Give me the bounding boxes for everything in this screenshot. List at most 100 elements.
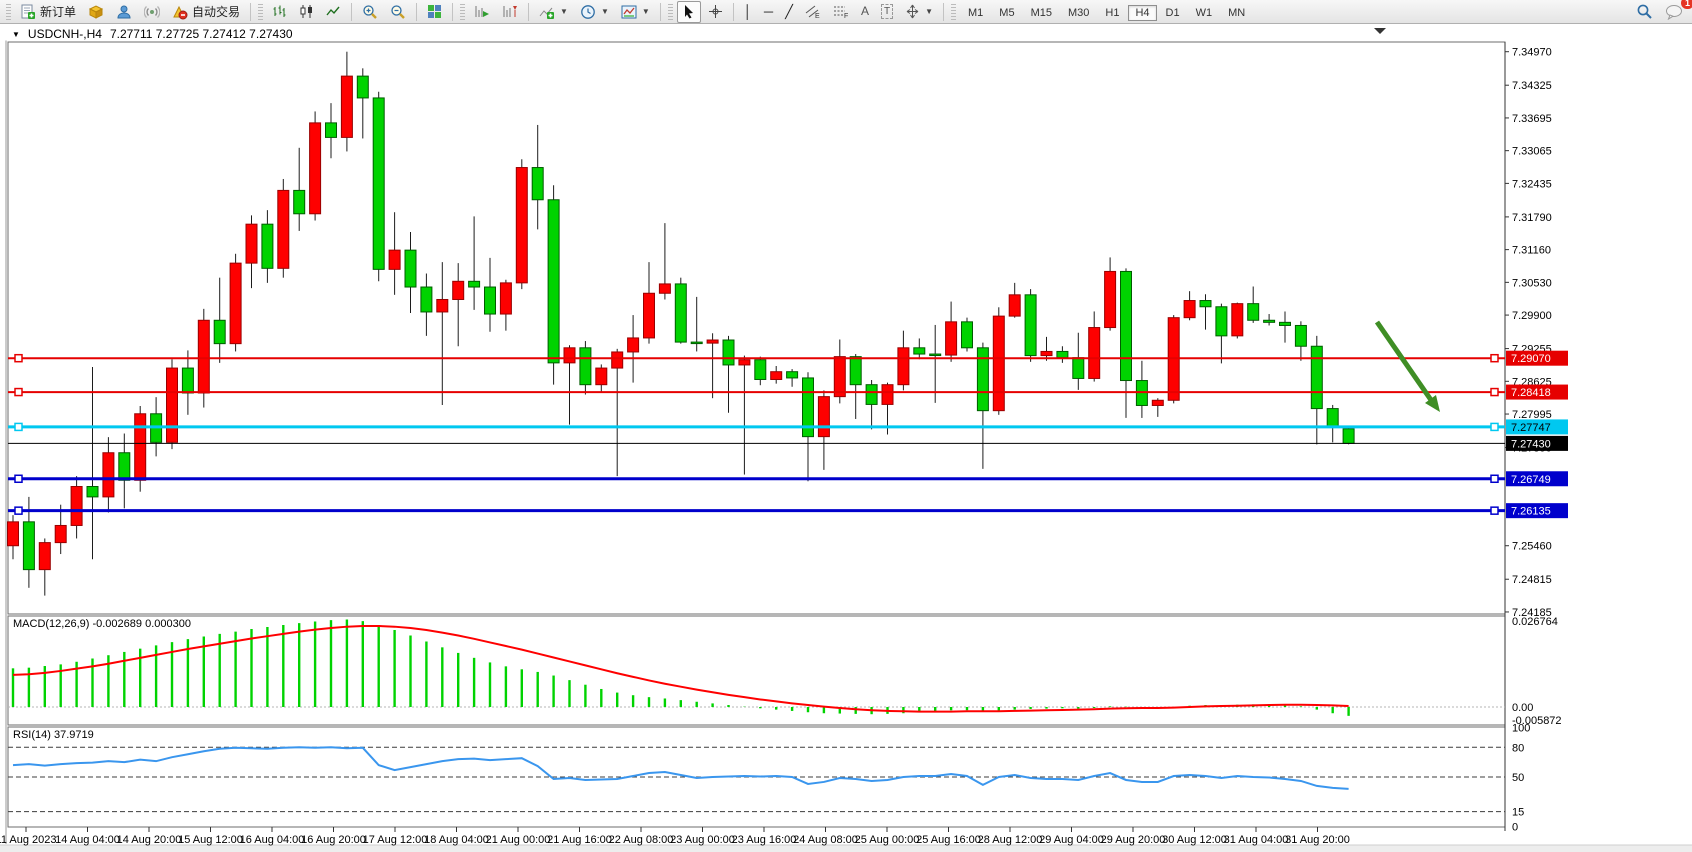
line-handle[interactable] xyxy=(1490,353,1499,363)
candle-bearish[interactable] xyxy=(674,283,687,343)
candle-bearish[interactable] xyxy=(690,341,703,345)
candle-bearish[interactable] xyxy=(849,356,862,386)
fibonacci-tool[interactable]: F xyxy=(828,1,854,23)
timeframe-m15[interactable]: M15 xyxy=(1030,6,1052,19)
candle-bearish[interactable] xyxy=(22,521,35,571)
candle-bullish[interactable] xyxy=(817,396,830,438)
line-handle[interactable] xyxy=(14,506,23,515)
crosshair-button[interactable] xyxy=(703,1,728,23)
candle-bullish[interactable] xyxy=(229,262,242,345)
price-pane[interactable] xyxy=(7,41,1506,615)
candle-bearish[interactable] xyxy=(865,384,878,405)
candle-bullish[interactable] xyxy=(627,337,640,353)
candle-bearish[interactable] xyxy=(786,371,799,379)
candle-bullish[interactable] xyxy=(134,413,147,481)
line-handle[interactable] xyxy=(1490,506,1499,515)
timeframe-h1[interactable]: H1 xyxy=(1105,6,1120,19)
candle-bearish[interactable] xyxy=(1326,408,1339,428)
candle-bearish[interactable] xyxy=(913,347,926,355)
candle-bullish[interactable] xyxy=(1040,350,1053,357)
timeframe-m1[interactable]: M1 xyxy=(968,6,984,19)
candle-bearish[interactable] xyxy=(86,486,99,498)
candle-bearish[interactable] xyxy=(1024,294,1037,357)
candle-bearish[interactable] xyxy=(1120,270,1132,382)
candle-bearish[interactable] xyxy=(468,280,481,288)
candle-bullish[interactable] xyxy=(54,524,67,544)
timeframe-mn[interactable]: MN xyxy=(1228,6,1246,19)
candle-bearish[interactable] xyxy=(356,75,369,99)
timeframe-m5[interactable]: M5 xyxy=(999,6,1015,19)
candle-bearish[interactable] xyxy=(404,249,417,288)
bar-chart-button[interactable] xyxy=(267,1,292,23)
candle-bearish[interactable] xyxy=(261,223,274,269)
candle-bearish[interactable] xyxy=(1263,319,1276,323)
timeframe-h4[interactable]: H4 xyxy=(1128,4,1157,21)
candle-bullish[interactable] xyxy=(7,521,19,547)
candle-bullish[interactable] xyxy=(1008,294,1021,317)
line-handle[interactable] xyxy=(1490,474,1499,484)
candle-bearish[interactable] xyxy=(754,359,767,380)
arrows-tool[interactable]: ▼ xyxy=(900,1,938,23)
horizontal-line-tool[interactable]: ─ xyxy=(759,1,778,23)
candle-bearish[interactable] xyxy=(181,367,194,394)
trendline-tool[interactable]: ╱ xyxy=(780,1,798,23)
candle-bearish[interactable] xyxy=(1215,306,1228,337)
signals-button[interactable] xyxy=(139,1,165,23)
candle-bullish[interactable] xyxy=(706,339,719,344)
templates-button[interactable]: ▼ xyxy=(616,1,655,23)
channel-tool[interactable]: E xyxy=(800,1,826,23)
candle-bearish[interactable] xyxy=(579,347,592,386)
candle-bearish[interactable] xyxy=(1199,300,1212,308)
periods-button[interactable]: ▼ xyxy=(575,1,614,23)
candle-bullish[interactable] xyxy=(245,223,258,264)
candle-bearish[interactable] xyxy=(929,353,942,357)
timeframe-m30[interactable]: M30 xyxy=(1067,6,1090,19)
tile-windows-button[interactable] xyxy=(422,1,447,23)
line-handle[interactable] xyxy=(14,353,23,363)
candle-bearish[interactable] xyxy=(1072,357,1085,379)
candle-bearish[interactable] xyxy=(1342,428,1355,444)
line-handle[interactable] xyxy=(14,474,23,484)
candle-bullish[interactable] xyxy=(388,249,401,270)
candle-bearish[interactable] xyxy=(976,347,989,412)
candle-bullish[interactable] xyxy=(166,367,178,443)
candle-bullish[interactable] xyxy=(309,122,322,215)
candle-bearish[interactable] xyxy=(961,321,973,349)
candle-bearish[interactable] xyxy=(531,167,544,201)
market-watch-button[interactable] xyxy=(83,1,109,23)
auto-trading-button[interactable]: 自动交易 xyxy=(167,1,245,23)
candle-bullish[interactable] xyxy=(1088,327,1101,379)
candle-bearish[interactable] xyxy=(420,286,433,313)
candle-bullish[interactable] xyxy=(515,167,528,284)
candle-bearish[interactable] xyxy=(1310,345,1323,410)
line-handle[interactable] xyxy=(1490,387,1499,397)
indicators-button[interactable]: ▼ xyxy=(534,1,573,23)
candle-bearish[interactable] xyxy=(213,319,226,345)
candle-bullish[interactable] xyxy=(643,292,655,339)
text-tool[interactable]: A xyxy=(856,1,874,23)
candle-bullish[interactable] xyxy=(499,282,512,315)
candle-bullish[interactable] xyxy=(563,347,576,364)
candle-bullish[interactable] xyxy=(992,315,1005,412)
chart-shift-button[interactable] xyxy=(497,1,523,23)
candle-bullish[interactable] xyxy=(197,319,210,394)
candle-bullish[interactable] xyxy=(1183,300,1196,319)
candle-bearish[interactable] xyxy=(325,122,337,138)
candle-bearish[interactable] xyxy=(722,339,735,366)
candle-bullish[interactable] xyxy=(277,189,290,269)
vertical-line-tool[interactable]: │ xyxy=(739,1,757,23)
candle-bearish[interactable] xyxy=(1279,321,1291,326)
cursor-button[interactable] xyxy=(676,0,701,23)
candle-bearish[interactable] xyxy=(293,189,306,215)
candle-bullish[interactable] xyxy=(770,371,783,380)
candle-bullish[interactable] xyxy=(1151,399,1164,406)
candle-bullish[interactable] xyxy=(340,75,353,138)
line-handle[interactable] xyxy=(1490,422,1499,432)
candle-bullish[interactable] xyxy=(595,367,608,386)
notifications-button[interactable]: 1 xyxy=(1660,0,1692,23)
line-handle[interactable] xyxy=(14,422,23,432)
candle-bearish[interactable] xyxy=(1247,303,1260,321)
candle-bearish[interactable] xyxy=(372,97,385,270)
zoom-in-button[interactable] xyxy=(357,1,383,23)
new-order-button[interactable]: 新订单 xyxy=(15,1,81,23)
